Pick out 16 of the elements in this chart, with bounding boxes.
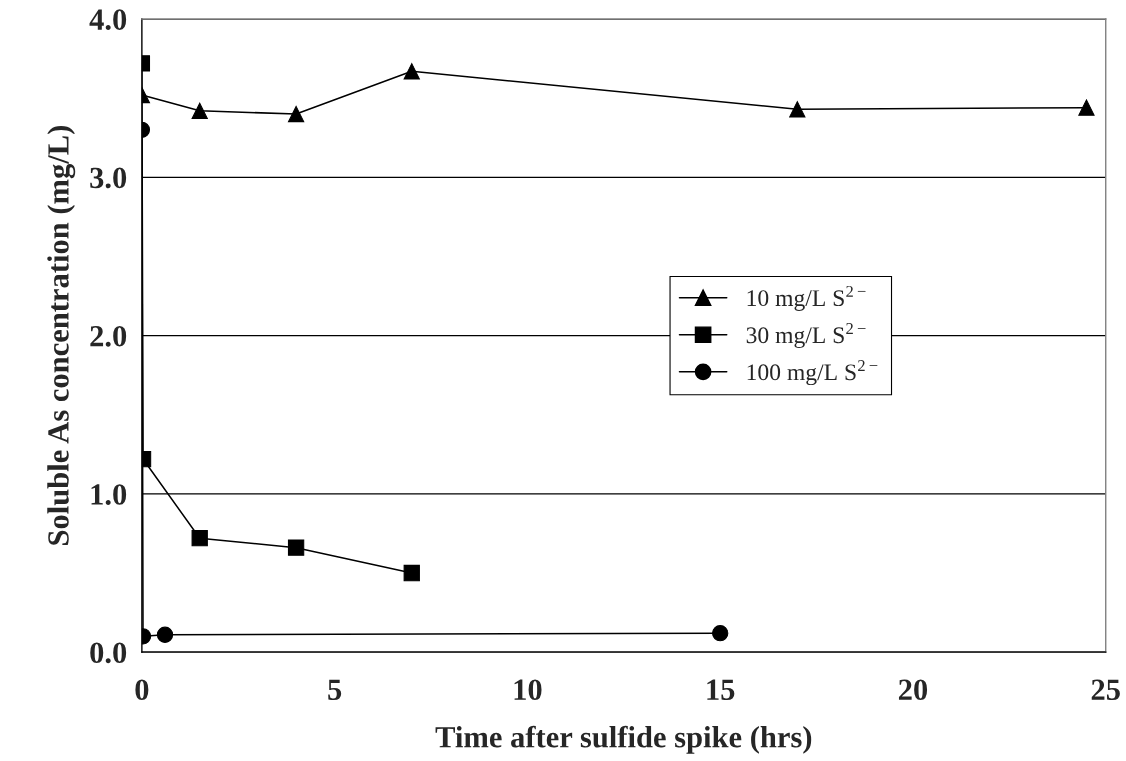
- y-tick-label: 2.0: [90, 325, 127, 347]
- x-tick-label: 25: [1091, 679, 1120, 701]
- x-tick-label: 5: [328, 679, 342, 701]
- legend-label: 10 mg/L S$^{2−}$: [747, 285, 866, 311]
- x-tick-label: 0: [135, 679, 149, 701]
- y-tick-label: 1.0: [91, 484, 127, 505]
- y-axis-title: Soluble As concentration (mg/L): [47, 126, 76, 545]
- x-tick-label: 15: [707, 679, 735, 701]
- legend-label: 100 mg/L S$^{2−}$: [747, 360, 878, 386]
- y-tick-label: 0.0: [90, 642, 127, 664]
- x-tick-label: 10: [514, 679, 542, 701]
- x-tick-label: 20: [898, 679, 928, 701]
- x-axis-title: Time after sulfide spike (hrs): [435, 725, 812, 754]
- y-tick-label: 4.0: [89, 9, 127, 31]
- legend-label: 30 mg/L S$^{2−}$: [746, 322, 866, 349]
- y-tick-label: 3.0: [90, 167, 127, 189]
